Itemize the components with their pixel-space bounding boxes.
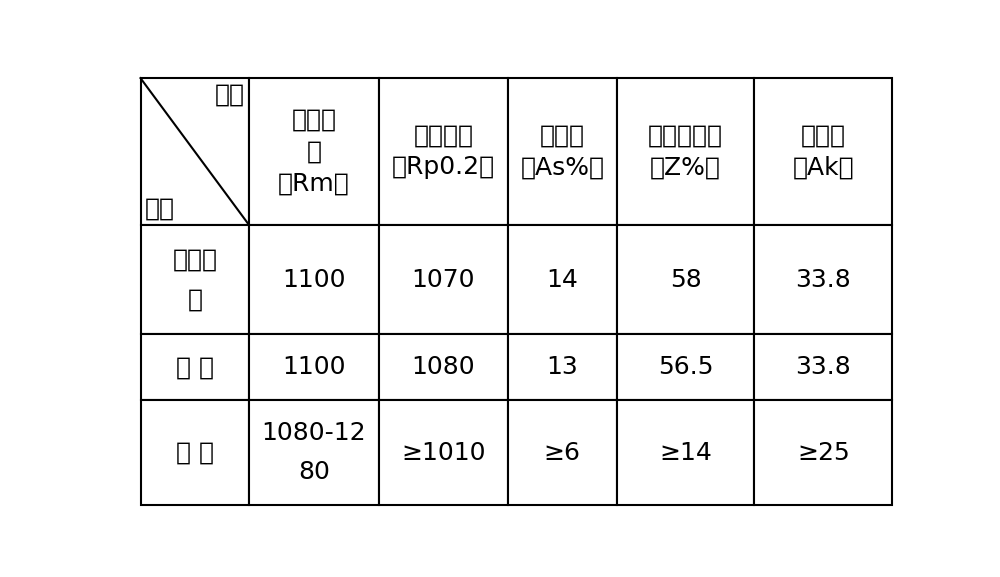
Bar: [379, 78, 508, 225]
Text: 屈服强度
（Rp0.2）: 屈服强度 （Rp0.2）: [392, 124, 495, 179]
Text: 58: 58: [670, 268, 701, 291]
Text: 1080-12
80: 1080-12 80: [262, 421, 366, 484]
Text: 13: 13: [546, 355, 578, 379]
Text: 33.8: 33.8: [795, 268, 851, 291]
Text: ≥6: ≥6: [544, 440, 581, 464]
Text: 冲 击: 冲 击: [176, 355, 214, 379]
Text: 1100: 1100: [282, 268, 346, 291]
Text: 14: 14: [546, 268, 578, 291]
Bar: [508, 78, 617, 225]
Bar: [140, 334, 249, 400]
Bar: [140, 225, 249, 334]
Bar: [379, 225, 508, 334]
Text: ≥14: ≥14: [659, 440, 712, 464]
Bar: [249, 334, 379, 400]
Bar: [508, 400, 617, 505]
Text: 端面收缩率
（Z%）: 端面收缩率 （Z%）: [648, 124, 723, 179]
Bar: [249, 78, 379, 225]
Text: 标 准: 标 准: [176, 440, 214, 464]
Text: 横向拉
伸: 横向拉 伸: [172, 248, 217, 311]
Bar: [140, 78, 249, 225]
Bar: [754, 400, 892, 505]
Bar: [249, 400, 379, 505]
Text: 56.5: 56.5: [658, 355, 713, 379]
Text: 1100: 1100: [282, 355, 346, 379]
Bar: [754, 78, 892, 225]
Text: 项目: 项目: [215, 83, 245, 107]
Text: ≥1010: ≥1010: [401, 440, 486, 464]
Text: 33.8: 33.8: [795, 355, 851, 379]
Bar: [754, 225, 892, 334]
Text: 延伸率
（As%）: 延伸率 （As%）: [520, 124, 604, 179]
Text: ≥25: ≥25: [797, 440, 850, 464]
Text: 1080: 1080: [411, 355, 475, 379]
Bar: [617, 78, 754, 225]
Text: 1070: 1070: [412, 268, 475, 291]
Bar: [754, 334, 892, 400]
Bar: [617, 334, 754, 400]
Bar: [508, 225, 617, 334]
Text: 抗拉强
度
（Rm）: 抗拉强 度 （Rm）: [278, 108, 350, 195]
Bar: [617, 400, 754, 505]
Bar: [617, 225, 754, 334]
Bar: [379, 334, 508, 400]
Bar: [249, 225, 379, 334]
Text: 冲击值
（Ak）: 冲击值 （Ak）: [793, 124, 854, 179]
Bar: [140, 400, 249, 505]
Text: 指标: 指标: [144, 197, 174, 220]
Bar: [508, 334, 617, 400]
Bar: [379, 400, 508, 505]
